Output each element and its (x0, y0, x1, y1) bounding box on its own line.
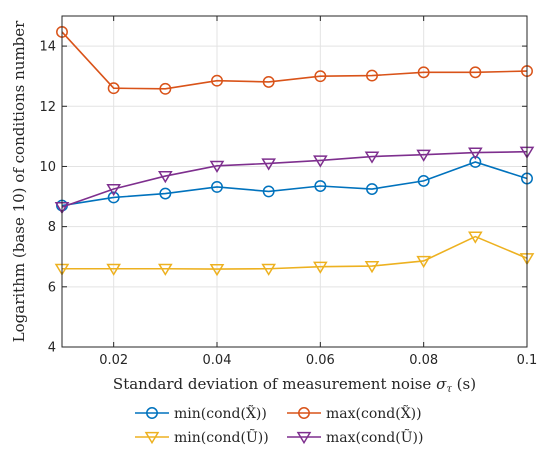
legend-marker (144, 431, 160, 445)
series-layer (54, 25, 535, 277)
legend: min(cond(X̃)) max(cond(X̃)) min(cond(Ũ)) ma… (135, 404, 423, 446)
legend-marker (146, 407, 158, 419)
legend-label: max(cond(X̃)) (326, 404, 422, 422)
data-point (261, 158, 276, 171)
y-tick-label: 12 (39, 100, 56, 115)
legend-entry-3: min(cond(Ũ)) (135, 428, 269, 446)
series-4 (54, 146, 535, 215)
y-tick-label: 6 (48, 280, 56, 295)
series-line (61, 161, 528, 207)
data-point (211, 74, 223, 87)
data-point (158, 171, 173, 184)
x-tick-label: 0.02 (99, 353, 128, 368)
data-point (417, 66, 430, 79)
data-point (468, 231, 483, 244)
data-point (366, 69, 378, 82)
data-point (314, 70, 327, 83)
legend-label: min(cond(X̃)) (174, 404, 267, 422)
y-tick-label: 4 (48, 341, 56, 356)
series-3 (54, 231, 535, 277)
data-point (417, 174, 430, 187)
x-axis-label: Standard deviation of measurement noise … (113, 375, 476, 395)
legend-label: min(cond(Ũ)) (174, 428, 269, 446)
data-point (416, 149, 431, 162)
series-line (61, 31, 528, 90)
legend-label: max(cond(Ũ)) (326, 428, 423, 446)
legend-marker (296, 431, 312, 445)
data-point (159, 82, 172, 95)
series-line (62, 235, 528, 270)
y-tick-label: 14 (39, 40, 56, 55)
data-point (314, 180, 327, 192)
legend-entry-4: max(cond(Ũ)) (287, 428, 423, 446)
series-line (61, 150, 528, 208)
x-tick-label: 0.1 (517, 353, 538, 368)
data-point (262, 75, 275, 88)
series-2 (56, 25, 533, 95)
data-point (159, 187, 172, 200)
data-point (364, 260, 380, 274)
data-point (469, 66, 482, 79)
data-point (107, 82, 120, 95)
data-point (366, 183, 378, 195)
legend-entry-2: max(cond(X̃)) (287, 404, 422, 422)
data-point (211, 180, 223, 193)
x-tick-label: 0.08 (409, 353, 438, 368)
data-point (209, 263, 225, 277)
data-point (261, 263, 276, 276)
y-tick-label: 8 (48, 220, 56, 235)
data-point (107, 191, 120, 204)
data-point (106, 183, 121, 197)
data-point (262, 185, 275, 198)
tick-layer: 0.02 0.04 0.06 0.08 0.1 4 6 8 10 12 14 (39, 16, 537, 368)
legend-entry-1: min(cond(X̃)) (135, 404, 267, 422)
data-point (364, 151, 380, 164)
data-point (313, 261, 328, 274)
data-point (468, 147, 483, 160)
plot-frame (61, 15, 528, 348)
data-point (158, 263, 173, 276)
grid-layer (62, 16, 528, 348)
data-point (313, 155, 328, 168)
data-point (416, 255, 431, 269)
legend-marker (298, 407, 310, 419)
data-point (106, 263, 121, 276)
y-axis-label: Logarithm (base 10) of conditions number (10, 20, 28, 342)
x-tick-label: 0.04 (203, 353, 232, 368)
series-1 (56, 155, 533, 212)
data-point (209, 160, 225, 174)
y-tick-label: 10 (39, 160, 56, 175)
x-tick-label: 0.06 (306, 353, 335, 368)
data-point (469, 155, 482, 168)
